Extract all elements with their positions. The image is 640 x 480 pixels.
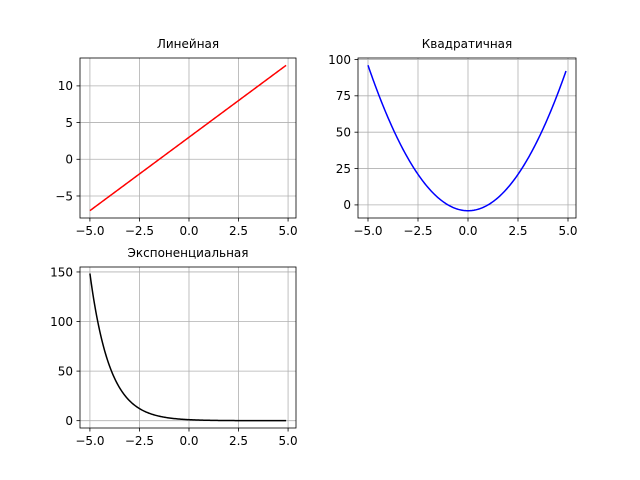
series-line-quadratic (367, 65, 567, 212)
x-tick-label: 2.5 (508, 224, 527, 238)
subplot-quadratic: −5.0 −2.5 0.0 2.5 5.0 0 25 50 75 100 Квадратичная (328, 37, 577, 238)
y-tick-label: −5 (55, 189, 73, 203)
y-tick-label: 5 (65, 116, 73, 130)
x-tick-label: 5.0 (558, 224, 577, 238)
y-tick-label: 10 (58, 79, 73, 93)
x-tick-label: −5.0 (75, 434, 104, 448)
y-tick-label: 100 (328, 53, 351, 67)
chart-title-linear: Линейная (157, 37, 219, 51)
x-tick-label: −2.5 (403, 224, 432, 238)
series-line-exponential (89, 273, 287, 422)
x-tick-label: 2.5 (229, 434, 248, 448)
y-tick-label: 50 (58, 364, 73, 378)
x-tick-label: 2.5 (229, 224, 248, 238)
axes-frame-exponential (79, 266, 297, 429)
y-tick-label: 0 (343, 198, 351, 212)
x-tick-label: 5.0 (279, 224, 298, 238)
y-tick-label: 0 (65, 414, 73, 428)
subplot-exponential: −5.0 −2.5 0.0 2.5 5.0 0 50 100 150 Экспоненциальн… (50, 246, 298, 448)
y-tick-label: 25 (336, 162, 351, 176)
x-tick-label: −2.5 (125, 434, 154, 448)
chart-title-quadratic: Квадратичная (422, 37, 513, 51)
y-tick-label: 150 (50, 265, 73, 279)
x-tick-label: −2.5 (125, 224, 154, 238)
y-tick-label: 0 (65, 153, 73, 167)
x-tick-label: 0.0 (179, 434, 198, 448)
x-tick-label: 5.0 (279, 434, 298, 448)
x-tick-label: 0.0 (179, 224, 198, 238)
x-tick-label: −5.0 (353, 224, 382, 238)
x-tick-label: −5.0 (75, 224, 104, 238)
axes-frame-quadratic (357, 57, 577, 219)
subplot-linear: −5.0 −2.5 0.0 2.5 5.0 −5 0 5 10 Линейная (55, 37, 297, 238)
chart-title-exponential: Экспоненциальная (128, 246, 249, 260)
y-tick-label: 100 (50, 315, 73, 329)
y-tick-label: 50 (336, 125, 351, 139)
series-line-linear (89, 64, 287, 212)
y-tick-label: 75 (336, 89, 351, 103)
axes-frame-linear (79, 57, 297, 219)
x-tick-label: 0.0 (458, 224, 477, 238)
